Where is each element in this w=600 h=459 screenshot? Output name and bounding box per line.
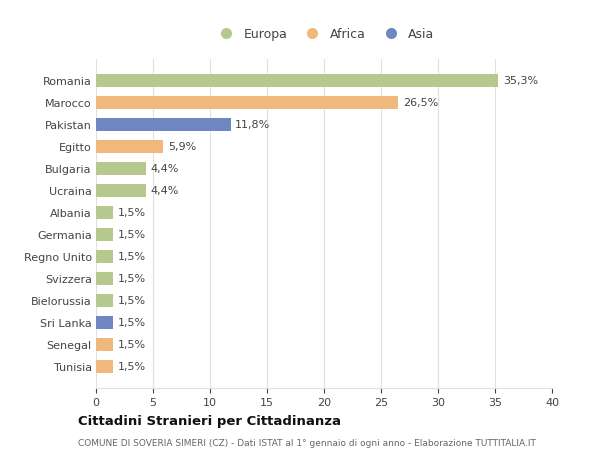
Text: 26,5%: 26,5% — [403, 98, 438, 108]
Text: 4,4%: 4,4% — [151, 164, 179, 174]
Text: 1,5%: 1,5% — [118, 230, 146, 240]
Legend: Europa, Africa, Asia: Europa, Africa, Asia — [209, 23, 439, 46]
Bar — [96, 118, 230, 132]
Text: 11,8%: 11,8% — [235, 120, 271, 130]
Bar — [96, 74, 499, 88]
Text: 4,4%: 4,4% — [151, 186, 179, 196]
Text: 1,5%: 1,5% — [118, 274, 146, 284]
Text: 1,5%: 1,5% — [118, 296, 146, 306]
Bar — [96, 294, 113, 307]
Bar — [96, 184, 146, 197]
Bar — [96, 360, 113, 373]
Text: Cittadini Stranieri per Cittadinanza: Cittadini Stranieri per Cittadinanza — [78, 414, 341, 428]
Text: COMUNE DI SOVERIA SIMERI (CZ) - Dati ISTAT al 1° gennaio di ogni anno - Elaboraz: COMUNE DI SOVERIA SIMERI (CZ) - Dati IST… — [78, 438, 536, 447]
Text: 1,5%: 1,5% — [118, 318, 146, 327]
Text: 1,5%: 1,5% — [118, 339, 146, 349]
Bar — [96, 250, 113, 263]
Text: 1,5%: 1,5% — [118, 252, 146, 262]
Text: 5,9%: 5,9% — [168, 142, 196, 152]
Text: 1,5%: 1,5% — [118, 208, 146, 218]
Bar — [96, 96, 398, 110]
Bar — [96, 162, 146, 175]
Bar — [96, 272, 113, 285]
Text: 1,5%: 1,5% — [118, 361, 146, 371]
Bar — [96, 140, 163, 154]
Bar — [96, 338, 113, 351]
Bar — [96, 316, 113, 329]
Bar — [96, 228, 113, 241]
Bar — [96, 206, 113, 219]
Text: 35,3%: 35,3% — [503, 76, 538, 86]
